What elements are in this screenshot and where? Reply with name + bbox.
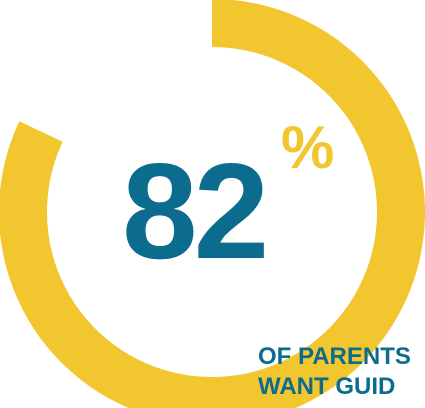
stat-value: 82 [122,135,269,287]
caption-line-1: OF PARENTS [258,343,411,370]
caption-line-2: WANT GUID [258,373,396,400]
stat-caption: OF PARENTS WANT GUID [258,342,425,402]
percent-sign: % [281,114,335,181]
